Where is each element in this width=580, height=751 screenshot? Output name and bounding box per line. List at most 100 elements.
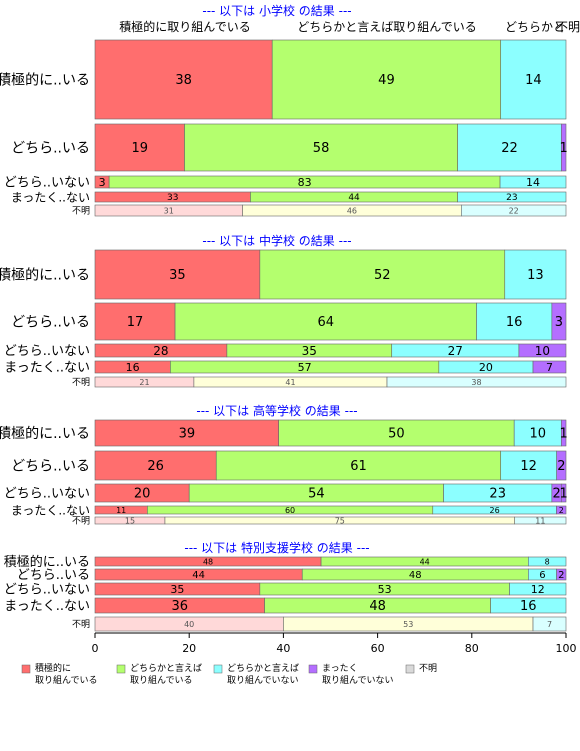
- legend-swatch: [21, 664, 31, 674]
- data-label: 2: [558, 570, 564, 581]
- bar-segment: [532, 360, 567, 374]
- data-label: 60: [285, 506, 295, 515]
- bar-segment: [556, 505, 567, 515]
- data-label: 16: [520, 599, 537, 614]
- data-label: 83: [298, 176, 312, 189]
- data-label: 8: [545, 557, 550, 566]
- bar-segment: [560, 483, 567, 503]
- data-label: 11: [535, 516, 545, 525]
- data-label: 21: [139, 378, 149, 387]
- row-label: どちら..いる: [11, 141, 90, 157]
- legend-label: まったく: [322, 663, 358, 674]
- data-label: 7: [546, 361, 553, 374]
- row-label: 不明: [72, 516, 90, 527]
- data-label: 10: [535, 344, 550, 358]
- data-label: 38: [471, 378, 481, 387]
- legend-label: 取り組んでいる: [35, 674, 98, 686]
- bar-segment: [504, 249, 567, 300]
- row-label: どちら..いる: [11, 315, 90, 331]
- x-tick-label: 0: [92, 642, 99, 655]
- bar-segment: [271, 39, 502, 120]
- top-column-label: どちらかと言えば取り組んでいる: [297, 20, 476, 34]
- x-tick-label: 80: [465, 642, 479, 655]
- data-label: 41: [285, 378, 295, 387]
- legend-swatch: [405, 664, 415, 674]
- data-label: 31: [164, 206, 174, 215]
- row-label: 積極的に..いる: [0, 73, 90, 89]
- panel-title: --- 以下は 小学校 の結果 ---: [202, 3, 351, 18]
- row-label: 不明: [72, 619, 90, 630]
- bar-segment: [518, 343, 567, 358]
- row-label: 不明: [72, 377, 90, 388]
- bar-segment: [94, 419, 279, 447]
- bar-segment: [457, 123, 562, 172]
- data-label: 2: [559, 506, 564, 515]
- legend-label: 取り組んでいない: [322, 674, 394, 686]
- data-label: 75: [335, 516, 345, 525]
- data-label: 44: [348, 193, 360, 203]
- data-label: 19: [131, 141, 148, 156]
- x-tick-label: 100: [556, 642, 577, 655]
- data-label: 16: [506, 315, 523, 330]
- legend-label: どちらかと言えば: [227, 662, 299, 674]
- bar-segment: [528, 556, 567, 567]
- data-label: 14: [525, 73, 542, 88]
- data-label: 48: [409, 570, 422, 581]
- top-column-label: 不明: [556, 20, 580, 34]
- data-label: 3: [555, 315, 563, 330]
- bar-segment: [457, 191, 567, 203]
- data-label: 26: [147, 459, 164, 474]
- row-label: まったく..ない: [11, 190, 90, 204]
- legend-label: 不明: [419, 663, 437, 674]
- bar-segment: [513, 419, 562, 447]
- data-label: 20: [134, 487, 151, 502]
- row-label: どちら..いない: [4, 583, 90, 598]
- data-label: 3: [99, 176, 106, 189]
- data-label: 2: [557, 459, 565, 474]
- bar-segment: [94, 302, 176, 341]
- data-label: 33: [167, 193, 178, 203]
- data-label: 28: [153, 344, 168, 358]
- bar-segment: [514, 516, 567, 525]
- data-label: 10: [529, 427, 546, 442]
- bar-segment: [532, 616, 567, 632]
- bar-segment: [551, 302, 567, 341]
- legend-label: 取り組んでいない: [227, 674, 299, 686]
- data-label: 61: [350, 459, 367, 474]
- data-label: 7: [547, 620, 552, 629]
- panel-title: --- 以下は 高等学校 の結果 ---: [196, 403, 357, 418]
- bar-segment: [500, 450, 557, 481]
- data-label: 64: [318, 315, 335, 330]
- bar-segment: [556, 450, 567, 481]
- data-label: 16: [126, 361, 140, 374]
- bar-segment: [174, 302, 477, 341]
- row-label: 不明: [72, 206, 90, 217]
- data-label: 1: [560, 141, 568, 156]
- bar-segment: [461, 204, 567, 217]
- data-label: 44: [420, 557, 430, 566]
- data-label: 12: [520, 459, 537, 474]
- bar-segment: [560, 419, 567, 447]
- row-label: まったく..ない: [4, 599, 90, 614]
- data-label: 22: [501, 141, 518, 156]
- data-label: 35: [302, 344, 317, 358]
- bar-segment: [500, 39, 567, 120]
- legend-label: どちらかと言えば: [130, 662, 202, 674]
- bar-segment: [94, 249, 261, 300]
- legend-swatch: [308, 664, 318, 674]
- bar-segment: [94, 450, 217, 481]
- data-label: 53: [403, 620, 413, 629]
- data-label: 57: [298, 361, 312, 374]
- data-label: 12: [531, 583, 545, 596]
- row-label: 積極的に..いる: [4, 554, 90, 570]
- bar-segment: [215, 450, 502, 481]
- data-label: 39: [179, 427, 196, 442]
- legend-label: 取り組んでいる: [130, 674, 193, 686]
- data-label: 23: [489, 487, 506, 502]
- legend-label: 積極的に: [35, 662, 71, 674]
- data-label: 48: [369, 599, 386, 614]
- bar-segment: [386, 376, 567, 388]
- data-label: 58: [313, 141, 330, 156]
- bar-segment: [184, 123, 458, 172]
